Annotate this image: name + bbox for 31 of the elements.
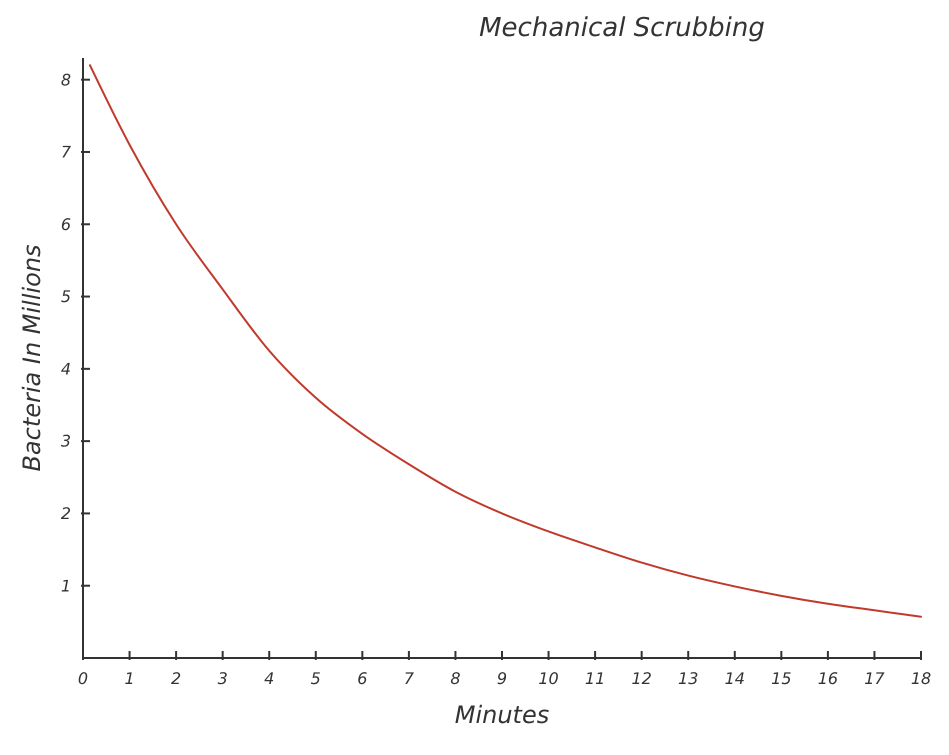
x-tick-label: 0 (78, 669, 88, 688)
y-tick-label: 5 (60, 287, 71, 306)
y-tick-label: 4 (60, 359, 71, 378)
x-tick-label: 17 (864, 669, 886, 688)
x-tick-label: 8 (450, 669, 461, 688)
y-axis-title: Bacteria In Millions (18, 244, 46, 472)
x-tick-label: 13 (678, 669, 698, 688)
x-tick-label: 6 (357, 669, 368, 688)
y-tick-label: 1 (60, 576, 71, 596)
x-tick-label: 18 (910, 669, 932, 688)
x-tick-label: 11 (584, 669, 606, 688)
x-tick-label: 7 (404, 669, 415, 688)
x-axis-title: Minutes (454, 701, 550, 729)
x-tick-label: 5 (310, 669, 321, 688)
x-tick-label: 12 (631, 669, 652, 688)
x-tick-label: 9 (496, 669, 508, 688)
y-tick-label: 2 (60, 504, 71, 524)
y-tick-label: 8 (60, 70, 71, 90)
y-tick-label: 6 (60, 214, 71, 234)
x-tick-label: 2 (171, 669, 182, 688)
y-tick-label: 3 (60, 432, 71, 451)
y-tick-label: 7 (60, 142, 72, 162)
x-tick-label: 4 (264, 669, 274, 688)
x-tick-label: 10 (538, 669, 559, 688)
x-tick-label: 3 (218, 669, 228, 688)
x-tick-label: 1 (124, 669, 135, 688)
x-tick-label: 14 (724, 669, 745, 688)
x-tick-label: 16 (818, 669, 838, 688)
x-tick-label: 15 (771, 669, 792, 688)
line-series (88, 64, 922, 618)
chart-title: Mechanical Scrubbing (479, 13, 765, 43)
